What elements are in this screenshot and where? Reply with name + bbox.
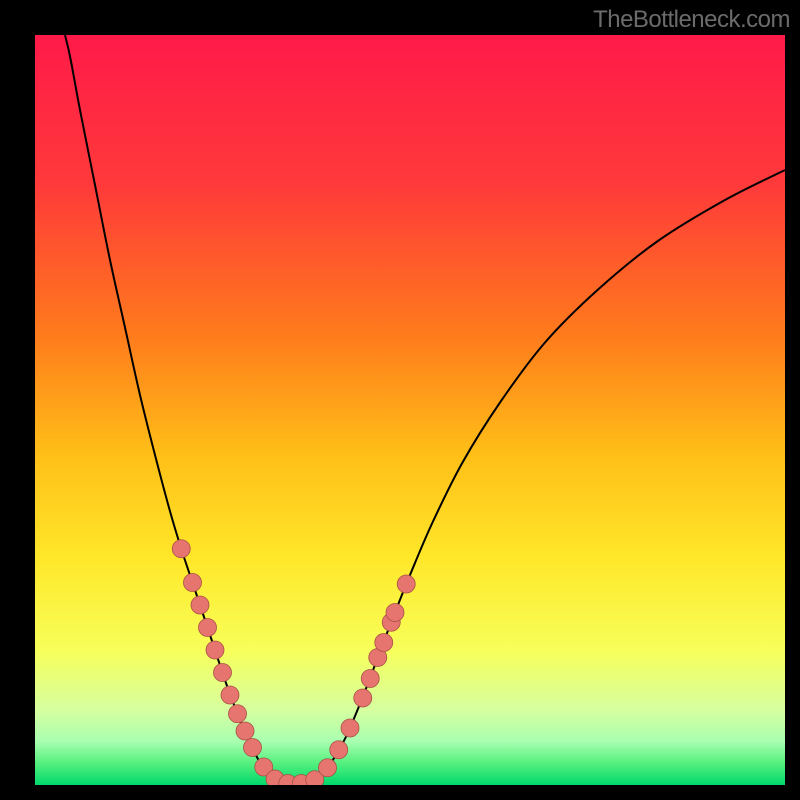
curve-marker <box>397 575 415 593</box>
chart-container: TheBottleneck.com <box>0 0 800 800</box>
curve-marker <box>199 619 217 637</box>
plot-background <box>35 35 785 785</box>
curve-marker <box>221 686 239 704</box>
chart-frame <box>0 785 800 800</box>
curve-marker <box>330 741 348 759</box>
curve-marker <box>184 574 202 592</box>
bottleneck-chart <box>0 0 800 800</box>
curve-marker <box>229 705 247 723</box>
curve-marker <box>172 540 190 558</box>
chart-frame <box>785 0 800 800</box>
curve-marker <box>236 722 254 740</box>
curve-marker <box>361 670 379 688</box>
curve-marker <box>375 634 393 652</box>
watermark-text: TheBottleneck.com <box>593 6 790 34</box>
chart-frame <box>0 0 35 800</box>
curve-marker <box>244 739 262 757</box>
curve-marker <box>341 719 359 737</box>
curve-marker <box>191 596 209 614</box>
curve-marker <box>354 689 372 707</box>
curve-marker <box>206 641 224 659</box>
curve-marker <box>214 664 232 682</box>
curve-marker <box>319 759 337 777</box>
curve-marker <box>386 604 404 622</box>
